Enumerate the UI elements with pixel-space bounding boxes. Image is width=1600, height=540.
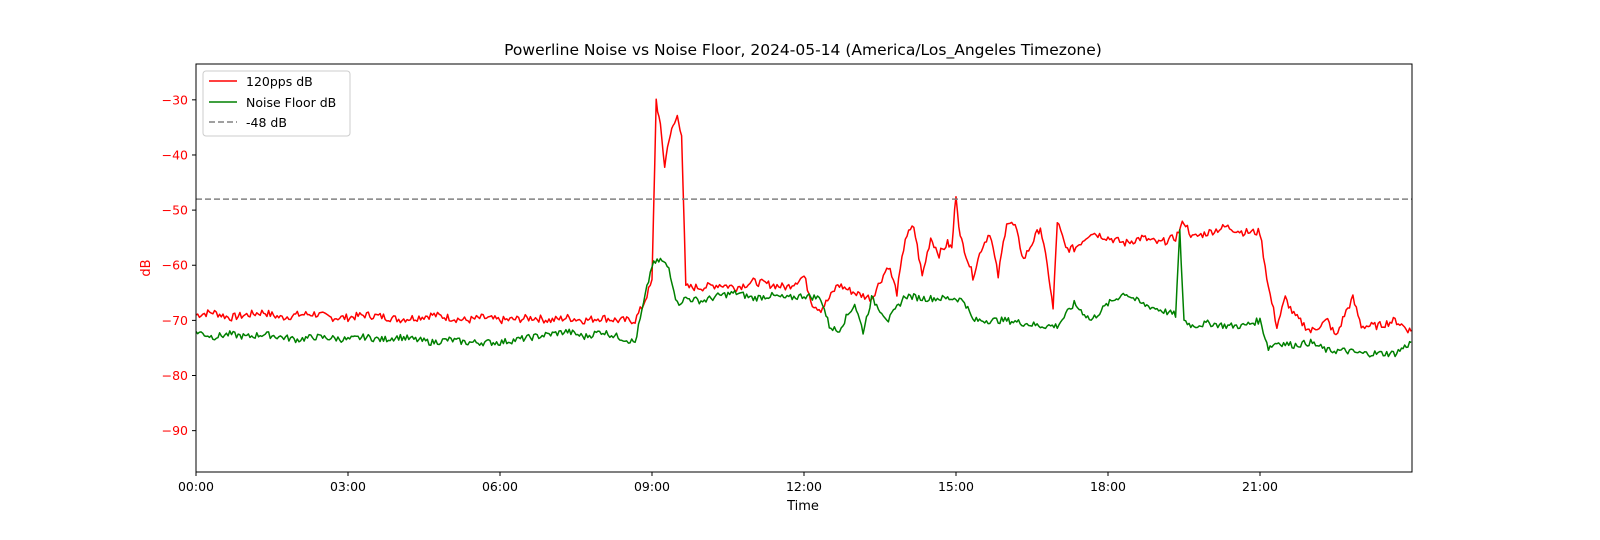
x-tick-label: 00:00 [178,479,214,494]
y-axis: −30 −40 −50 −60 −70 −80 −90 [162,92,196,438]
x-tick-label: 03:00 [330,479,366,494]
x-tick-label: 06:00 [482,479,518,494]
y-tick-label: −30 [162,92,188,107]
x-tick-label: 21:00 [1242,479,1278,494]
legend: 120pps dB Noise Floor dB -48 dB [202,70,351,137]
y-tick-label: −70 [162,313,188,328]
legend-box [202,70,351,137]
x-axis-label: Time [786,499,819,514]
y-tick-label: −80 [162,368,188,383]
legend-label-floor: Noise Floor dB [246,95,336,110]
plot-frame [195,63,1413,473]
plot-lines [195,98,1412,358]
legend-label-signal: 120pps dB [246,74,313,89]
series-line-120pps [195,98,1412,336]
legend-label-threshold: -48 dB [246,115,287,130]
series-line-noise-floor [195,228,1412,358]
x-tick-label: 09:00 [634,479,670,494]
chart-title: Powerline Noise vs Noise Floor, 2024-05-… [504,41,1102,60]
x-axis: 00:00 03:00 06:00 09:00 12:00 15:00 18:00 21:00 [178,472,1278,494]
x-tick-label: 12:00 [786,479,822,494]
y-tick-label: −60 [162,258,188,273]
x-tick-label: 15:00 [938,479,974,494]
y-tick-label: −90 [162,423,188,438]
y-tick-label: −50 [162,203,188,218]
y-tick-label: −40 [162,147,188,162]
y-axis-label: dB [139,259,154,276]
x-tick-label: 18:00 [1090,479,1126,494]
